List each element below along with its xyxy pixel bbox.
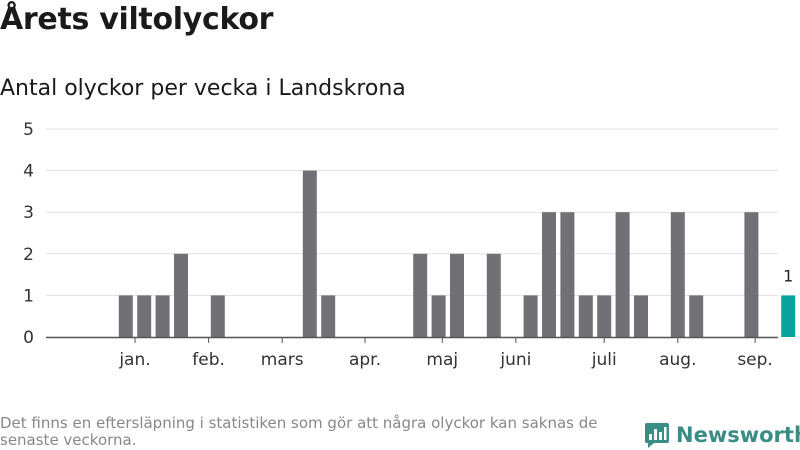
x-tick-label: jan. — [118, 350, 150, 370]
bar — [431, 295, 446, 337]
bar — [670, 212, 685, 337]
x-tick-label: juli — [591, 350, 617, 370]
bar — [174, 253, 188, 337]
x-tick-label: apr. — [349, 350, 381, 370]
x-tick-label: juni — [499, 350, 531, 370]
bar — [523, 295, 538, 337]
bar — [542, 212, 556, 337]
chart-subtitle: Antal olyckor per vecka i Landskrona — [0, 76, 406, 101]
bar — [450, 253, 464, 337]
y-tick-label: 5 — [23, 120, 34, 140]
bar — [615, 212, 630, 337]
bar — [689, 295, 704, 337]
x-axis-month-labels: jan. feb. mars apr. maj juni juli aug. sep. — [118, 337, 773, 370]
bar — [634, 295, 648, 337]
x-tick-label: aug. — [659, 350, 696, 370]
bar — [137, 295, 152, 337]
bar-chart-logo-icon — [645, 423, 669, 448]
bar — [155, 295, 170, 337]
bar — [597, 295, 612, 337]
x-tick-label: maj — [426, 350, 458, 370]
brand-name: Newsworthy — [676, 423, 800, 447]
bar — [118, 295, 133, 337]
y-axis-ticks: 0 1 2 3 4 5 — [23, 120, 34, 348]
bar — [486, 253, 501, 337]
chart-title: Årets viltolyckor — [0, 2, 274, 37]
grid-lines — [46, 128, 778, 296]
x-tick-label: sep. — [737, 350, 773, 370]
bar — [578, 295, 593, 337]
y-tick-label: 1 — [23, 286, 34, 306]
bar — [302, 170, 317, 337]
bar — [321, 295, 336, 337]
bar-chart: 0 1 2 3 4 5 1 jan. feb. mars apr. maj juni juli aug.… — [23, 120, 796, 370]
y-tick-label: 3 — [23, 203, 34, 223]
bar-data-label: 1 — [783, 266, 793, 285]
bar — [560, 212, 575, 337]
y-tick-label: 4 — [23, 162, 34, 182]
brand-logo[interactable]: Newsworthy — [644, 420, 800, 450]
bar — [413, 253, 428, 337]
footnote: Det finns en eftersläpning i statistiken… — [0, 414, 598, 449]
x-tick-label: mars — [261, 350, 304, 370]
bar — [210, 295, 225, 337]
bar — [744, 212, 759, 337]
x-tick-label: feb. — [192, 350, 225, 370]
y-tick-label: 0 — [23, 328, 34, 348]
bar-latest — [781, 295, 796, 337]
bars: 1 — [118, 170, 796, 337]
y-tick-label: 2 — [23, 245, 34, 265]
